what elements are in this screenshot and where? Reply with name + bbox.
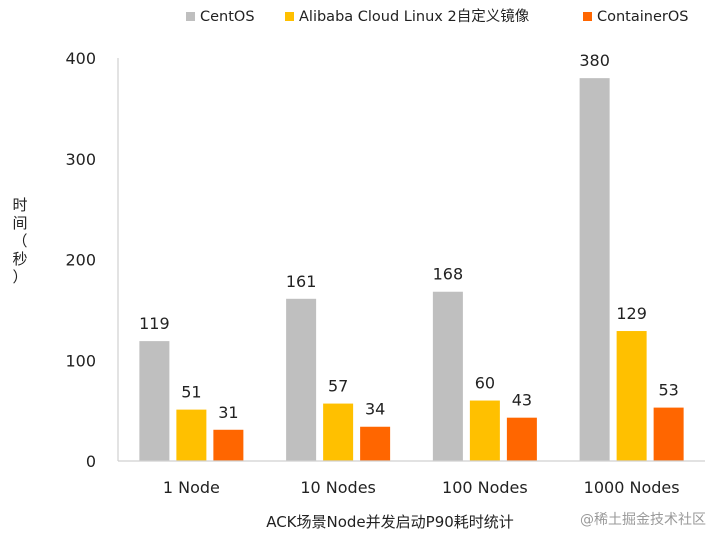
bar xyxy=(506,417,537,461)
y-tick-label: 0 xyxy=(86,452,96,471)
x-axis-label: ACK场景Node并发启动P90耗时统计 xyxy=(266,513,514,531)
data-label: 34 xyxy=(365,400,385,419)
bar xyxy=(286,298,317,461)
x-tick-label: 100 Nodes xyxy=(442,478,528,497)
bar xyxy=(653,407,684,461)
data-label: 53 xyxy=(658,381,678,400)
data-label: 57 xyxy=(328,377,348,396)
bar xyxy=(616,331,647,461)
bar xyxy=(323,403,354,461)
bar xyxy=(432,291,463,461)
data-label: 51 xyxy=(181,383,201,402)
y-tick-label: 100 xyxy=(65,351,96,370)
bar xyxy=(139,341,170,461)
legend-label: Alibaba Cloud Linux 2自定义镜像 xyxy=(299,7,530,25)
y-axis: 0 100 200 300 400 xyxy=(65,49,119,471)
data-label: 43 xyxy=(512,391,532,410)
x-tick-label: 10 Nodes xyxy=(300,478,376,497)
legend-swatch xyxy=(186,12,195,21)
y-tick-label: 400 xyxy=(65,49,96,68)
data-label: 380 xyxy=(579,51,610,70)
data-label: 129 xyxy=(616,304,647,323)
legend: CentOS Alibaba Cloud Linux 2自定义镜像 Containe… xyxy=(186,7,688,25)
legend-label: CentOS xyxy=(200,9,255,25)
x-tick-label: 1000 Nodes xyxy=(584,478,680,497)
bar xyxy=(213,429,244,461)
legend-swatch xyxy=(583,12,592,21)
x-axis: 1 Node 10 Nodes 100 Nodes 1000 Nodes xyxy=(118,460,705,497)
x-tick-label: 1 Node xyxy=(163,478,220,497)
y-tick-label: 300 xyxy=(65,150,96,169)
legend-swatch xyxy=(285,12,294,21)
legend-label: ContainerOS xyxy=(597,9,688,25)
y-axis-label: 时间（秒） xyxy=(12,196,27,286)
watermark: @稀土掘金技术社区 xyxy=(580,512,706,528)
bars: 119 51 31 161 57 34 168 60 43 380 129 53 xyxy=(139,51,684,462)
data-label: 60 xyxy=(475,374,495,393)
data-label: 119 xyxy=(139,314,170,333)
bar xyxy=(176,409,207,461)
y-tick-label: 200 xyxy=(65,251,96,270)
data-label: 31 xyxy=(218,403,238,422)
bar xyxy=(360,426,391,461)
data-label: 161 xyxy=(286,272,317,291)
bar xyxy=(469,400,500,461)
bar xyxy=(579,78,610,462)
data-label: 168 xyxy=(433,265,464,284)
